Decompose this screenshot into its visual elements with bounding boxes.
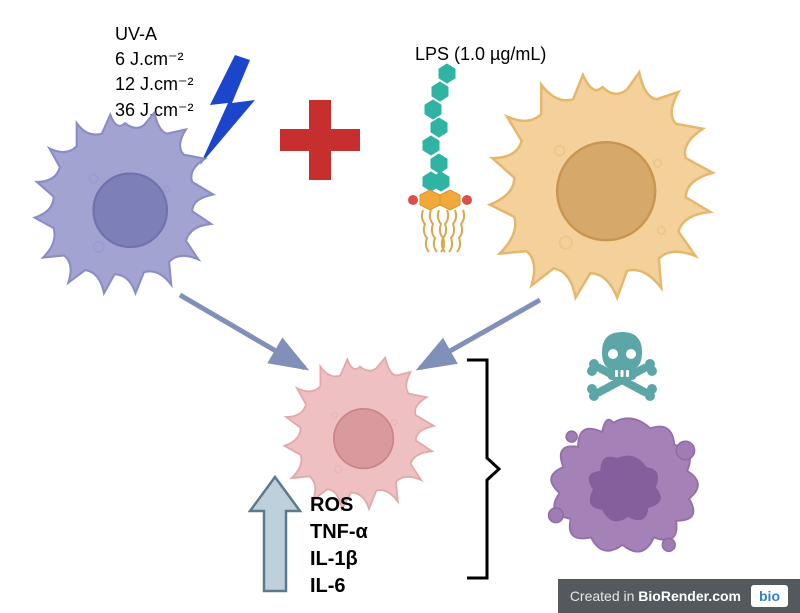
- footer-attribution: Created in BioRender.com bio: [558, 579, 800, 613]
- up-arrow-icon: [248, 475, 303, 595]
- footer-brand: BioRender.com: [638, 588, 741, 604]
- marker-il6: IL-6: [310, 573, 368, 600]
- marker-ros: ROS: [310, 492, 368, 519]
- bracket-icon: [465, 358, 505, 580]
- footer-prefix: Created in: [570, 588, 638, 604]
- arrow-left: [180, 295, 305, 368]
- footer-text: Created in BioRender.com: [570, 588, 741, 604]
- markers-block: ROS TNF-α IL-1β IL-6: [310, 492, 368, 600]
- skull-icon: [582, 328, 662, 408]
- arrows-layer: [0, 0, 800, 613]
- bio-badge: bio: [751, 585, 788, 607]
- marker-tnfa: TNF-α: [310, 519, 368, 546]
- marker-il1b: IL-1β: [310, 546, 368, 573]
